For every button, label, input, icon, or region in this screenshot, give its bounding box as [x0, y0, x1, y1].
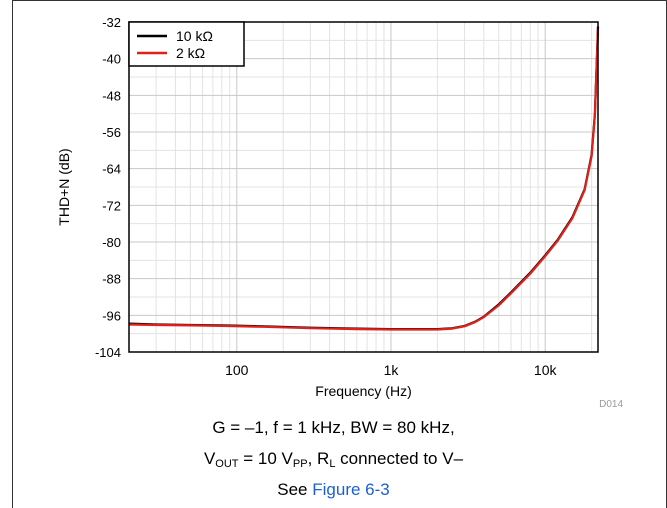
caption-vpp-v: = 10 V [238, 449, 293, 468]
plot-border [128, 21, 599, 353]
frame-top-border [12, 0, 667, 1]
y-tick-label: -104 [95, 345, 121, 360]
caption-line-reference: See Figure 6-3 [0, 474, 667, 505]
legend: 10 kΩ2 kΩ [128, 21, 245, 67]
y-tick-label: -64 [102, 162, 121, 177]
caption-vout-v: V [203, 449, 216, 468]
y-tick-labels: -32 -40 -48 -56 -64 -72 -80 -88 -96 -104 [95, 15, 121, 360]
frame-left-border [12, 0, 13, 508]
series-line [128, 28, 600, 331]
legend-label: 10 kΩ [176, 28, 213, 44]
x-tick-labels: 100 1k 10k [225, 362, 557, 378]
figure-caption: G = –1, f = 1 kHz, BW = 80 kHz, VOUT = 1… [0, 412, 667, 505]
caption-rl-sub: L [329, 458, 336, 470]
figure-reference-link[interactable]: Figure 6-3 [312, 480, 390, 499]
x-axis-label: Frequency (Hz) [315, 383, 411, 399]
caption-connected: connected to V– [335, 449, 464, 468]
minor-grid [128, 22, 598, 352]
x-tick-label: 10k [534, 362, 558, 378]
caption-see: See [277, 480, 313, 499]
series-line [128, 26, 600, 331]
y-tick-label: -80 [102, 235, 121, 250]
y-tick-label: -48 [102, 88, 121, 103]
caption-line-conditions: G = –1, f = 1 kHz, BW = 80 kHz, [212, 418, 455, 437]
caption-line-output: VOUT = 10 VPP, RL connected to V– [0, 443, 667, 474]
y-tick-label: -96 [102, 308, 121, 323]
legend-box [128, 21, 245, 67]
x-tick-label: 1k [384, 362, 400, 378]
y-tick-label: -40 [102, 52, 121, 67]
series-layer [128, 26, 600, 331]
y-tick-label: -56 [102, 125, 121, 140]
y-axis-label: THD+N (dB) [56, 148, 72, 225]
x-tick-label: 100 [225, 362, 249, 378]
caption-vout-sub: OUT [215, 458, 239, 470]
figure-id: D014 [599, 399, 623, 410]
y-tick-label: -32 [102, 15, 121, 30]
legend-label: 2 kΩ [176, 45, 205, 61]
thd-n-chart: -32 -40 -48 -56 -64 -72 -80 -88 -96 -104 100 1k 10k… [56, 15, 623, 410]
caption-rl-r: , R [307, 449, 330, 468]
y-tick-label: -88 [102, 272, 121, 287]
caption-vpp-sub: PP [292, 458, 308, 470]
y-tick-label: -72 [102, 198, 121, 213]
